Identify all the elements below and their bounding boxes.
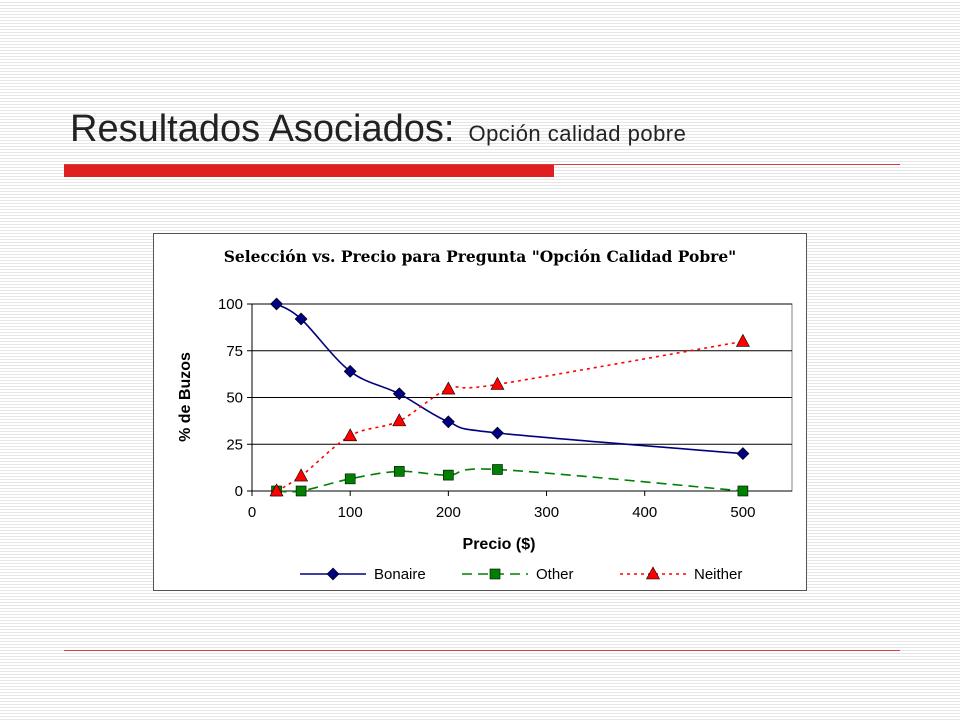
- data-point-bonaire: [294, 312, 308, 326]
- series-line-neither: [276, 340, 744, 492]
- x-tick-label: 100: [338, 504, 363, 521]
- data-point-neither: [343, 428, 358, 442]
- legend-label-bonaire: Bonaire: [374, 566, 426, 583]
- legend-marker-neither: [645, 566, 661, 580]
- y-tick-label: 75: [226, 343, 243, 360]
- data-point-bonaire: [392, 387, 406, 401]
- data-point-other: [393, 466, 405, 477]
- data-point-neither: [294, 468, 309, 482]
- series-line-other: [276, 468, 743, 493]
- data-point-bonaire: [491, 426, 504, 440]
- chart-frame: Selección vs. Precio para Pregunta "Opci…: [153, 233, 807, 591]
- slide-subtitle: Opción calidad pobre: [468, 121, 687, 146]
- legend: Bonaire Other Neither: [300, 566, 742, 583]
- legend-label-other: Other: [536, 566, 574, 583]
- legend-marker-bonaire: [326, 567, 340, 581]
- data-point-neither: [490, 376, 505, 390]
- data-point-other: [344, 473, 356, 485]
- slide-title-main: Resultados Asociados:: [70, 108, 455, 150]
- data-point-bonaire: [441, 415, 455, 429]
- data-point-neither: [735, 333, 750, 347]
- legend-label-neither: Neither: [694, 566, 742, 583]
- data-point-other: [443, 469, 454, 481]
- data-point-bonaire: [270, 297, 283, 311]
- y-axis-ticks: 0 25 50 75 100: [218, 296, 792, 500]
- title-accent-bar: [64, 165, 554, 177]
- y-tick-label: 25: [226, 436, 243, 453]
- y-tick-label: 100: [218, 296, 243, 313]
- data-point-neither: [441, 381, 456, 395]
- gridlines: [252, 303, 792, 445]
- x-tick-label: 500: [730, 504, 755, 521]
- data-point-neither: [269, 483, 284, 497]
- data-point-bonaire: [736, 447, 750, 461]
- series-group: [269, 297, 750, 497]
- title-underline: [64, 164, 900, 165]
- data-point-other: [737, 485, 749, 497]
- data-point-other: [295, 485, 307, 497]
- x-tick-label: 300: [534, 504, 559, 521]
- x-tick-label: 200: [436, 504, 461, 521]
- y-axis-label: % de Buzos: [177, 352, 194, 442]
- footer-rule: [64, 650, 900, 651]
- legend-marker-other: [489, 568, 501, 580]
- y-tick-label: 50: [226, 390, 243, 407]
- x-axis-label: Precio ($): [463, 536, 536, 553]
- line-chart: Selección vs. Precio para Pregunta "Opci…: [177, 247, 793, 583]
- x-axis-ticks: 0 100 200 300 400 500: [248, 491, 755, 521]
- chart-title: Selección vs. Precio para Pregunta "Opci…: [224, 247, 737, 266]
- slide-title: Resultados Asociados: Opción calidad pobr…: [70, 108, 686, 151]
- x-tick-label: 400: [632, 504, 657, 521]
- y-tick-label: 0: [235, 483, 243, 500]
- x-tick-label: 0: [248, 504, 256, 521]
- data-point-bonaire: [343, 364, 357, 378]
- data-point-other: [492, 464, 503, 475]
- data-point-neither: [392, 413, 407, 427]
